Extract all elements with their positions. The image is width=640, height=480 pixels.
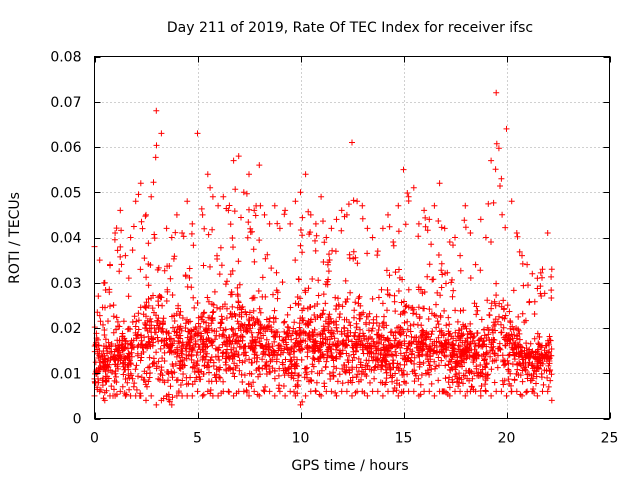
y-tick-label: 0 [73, 412, 82, 428]
x-tick-label: 15 [395, 431, 413, 447]
x-tick-label: 5 [193, 431, 202, 447]
y-tick-label: 0.03 [50, 276, 81, 292]
x-tick-label: 25 [601, 431, 619, 447]
y-tick-label: 0.04 [50, 231, 81, 247]
plot-frame [94, 56, 610, 419]
y-tick-label: 0.02 [50, 321, 81, 337]
x-tick-label: 20 [498, 431, 516, 447]
y-axis-label: ROTI / TECUs [7, 192, 23, 284]
data-points [91, 89, 555, 408]
y-tick-labels: 0 0.01 0.02 0.03 0.04 0.05 0.06 0.07 0.08 [50, 50, 81, 428]
y-tick-label: 0.01 [50, 366, 81, 382]
axis-ticks [94, 56, 611, 420]
x-tick-labels: 0 5 10 15 20 25 [90, 431, 618, 447]
x-tick-label: 0 [90, 431, 99, 447]
chart-title: Day 211 of 2019, Rate Of TEC Index for r… [167, 20, 533, 36]
y-tick-label: 0.05 [50, 185, 81, 201]
roti-point-markers [91, 89, 555, 408]
y-tick-label: 0.07 [50, 95, 81, 111]
grid-lines [94, 56, 610, 419]
x-tick-label: 10 [292, 431, 310, 447]
y-tick-label: 0.06 [50, 140, 81, 156]
y-tick-label: 0.08 [50, 50, 81, 66]
x-axis-label: GPS time / hours [291, 458, 408, 474]
